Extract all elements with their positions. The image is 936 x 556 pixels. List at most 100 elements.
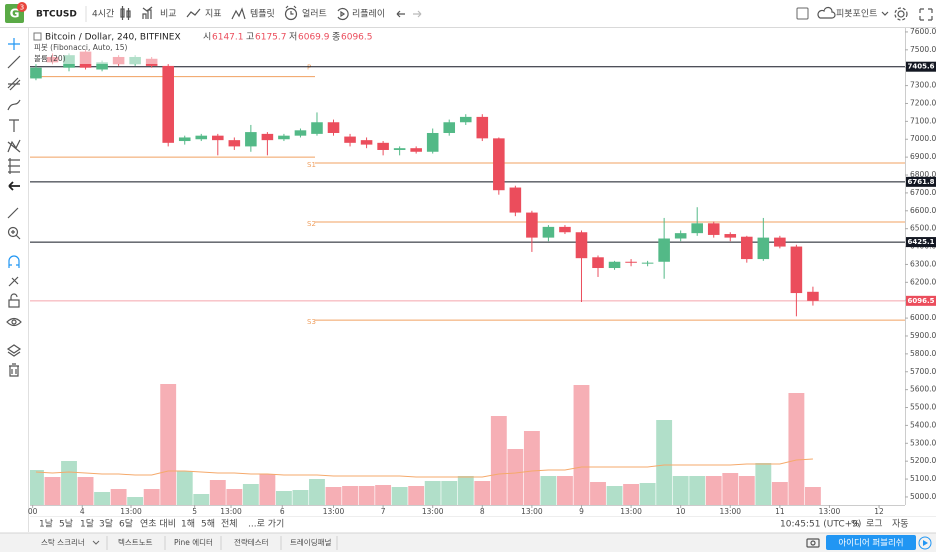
range-button[interactable]: 5날 bbox=[59, 519, 73, 530]
trendline-tool[interactable] bbox=[7, 55, 21, 69]
x-tick-label: 13:00 bbox=[819, 507, 841, 516]
y-tick-label: 7000.0 bbox=[910, 134, 936, 143]
volume-bar bbox=[309, 479, 325, 505]
publish-label: 아이디어 퍼블리쉬 bbox=[838, 538, 903, 549]
range-button[interactable]: 1달 bbox=[80, 518, 94, 530]
range-button[interactable]: 3달 bbox=[99, 518, 113, 530]
top-toolbar bbox=[0, 0, 936, 28]
volume-bar bbox=[771, 482, 788, 505]
auto-toggle[interactable]: 자동 bbox=[892, 519, 909, 530]
zoom-tool[interactable] bbox=[7, 226, 21, 240]
text-tool[interactable] bbox=[9, 119, 19, 132]
ohlc-legend: 시 6147.1 고 6175.7 저 6069.9 종 6096.5 bbox=[203, 32, 373, 43]
panel-tab[interactable]: 스탁 스크리너 bbox=[41, 537, 85, 547]
volume-bar bbox=[804, 487, 821, 505]
cloud-icon[interactable] bbox=[817, 6, 836, 19]
back-tool[interactable] bbox=[8, 181, 20, 191]
compare-icon[interactable] bbox=[142, 6, 153, 19]
alert-icon[interactable] bbox=[284, 5, 298, 21]
price-badge-label: 6425.1 bbox=[907, 238, 934, 246]
fullscreen[interactable] bbox=[919, 8, 933, 21]
interval[interactable]: 4시간 bbox=[92, 9, 114, 20]
collapse-toggle[interactable] bbox=[33, 32, 42, 41]
templates[interactable]: 템플릿 bbox=[250, 8, 275, 20]
badge-count: 3 bbox=[20, 4, 24, 12]
layout-checkbox[interactable] bbox=[796, 7, 809, 20]
lock-tool[interactable] bbox=[8, 293, 20, 308]
candle-body bbox=[509, 187, 522, 213]
pitchfork-tool[interactable] bbox=[7, 77, 21, 91]
candle-body bbox=[757, 237, 770, 260]
play-button[interactable] bbox=[918, 536, 932, 550]
redo[interactable] bbox=[413, 10, 422, 18]
volume-bar bbox=[540, 476, 557, 505]
pattern-tool[interactable] bbox=[7, 139, 21, 153]
replay-icon[interactable] bbox=[337, 7, 349, 21]
percent-toggle[interactable]: % bbox=[851, 520, 860, 530]
y-tick-label: 5700.0 bbox=[910, 367, 936, 376]
candle-body bbox=[459, 116, 472, 123]
volume-bar bbox=[573, 385, 590, 505]
undo[interactable] bbox=[396, 10, 405, 18]
pivot-label: S2 bbox=[307, 220, 316, 228]
indicators-icon[interactable] bbox=[186, 8, 201, 18]
goto-date[interactable]: ...로 가기 bbox=[248, 519, 284, 530]
stay-drawing-tool[interactable] bbox=[8, 276, 19, 287]
pivot-points[interactable]: 피봇포인트 bbox=[836, 9, 877, 20]
crosshair-tool[interactable] bbox=[8, 38, 20, 50]
range-button[interactable]: 5해 bbox=[201, 519, 215, 530]
candle-body bbox=[377, 142, 389, 150]
replay[interactable]: 리플레이 bbox=[352, 9, 385, 20]
brush-tool[interactable] bbox=[7, 99, 21, 111]
range-button[interactable]: 6달 bbox=[119, 518, 133, 530]
volume-bar bbox=[705, 476, 722, 505]
price-badge bbox=[906, 176, 936, 187]
alert[interactable]: 얼러트 bbox=[302, 9, 327, 20]
volume-bar bbox=[342, 486, 358, 505]
panel-tab[interactable]: Pine 에디터 bbox=[174, 538, 213, 547]
volume-bar bbox=[590, 482, 606, 505]
candle-body bbox=[542, 226, 555, 238]
ohlc-value: 6069.9 bbox=[298, 33, 330, 43]
tab-dropdown[interactable] bbox=[92, 540, 100, 545]
volume-bar bbox=[193, 494, 210, 505]
panel-tab[interactable]: 트레이딩패널 bbox=[290, 537, 331, 547]
magnet-tool[interactable] bbox=[8, 255, 20, 268]
visibility-tool[interactable] bbox=[6, 317, 22, 327]
log-toggle[interactable]: 로그 bbox=[866, 520, 883, 530]
indicators[interactable]: 지표 bbox=[205, 9, 222, 20]
candle-body bbox=[658, 238, 670, 262]
publish-button[interactable] bbox=[826, 535, 916, 550]
bottom-panel bbox=[0, 533, 936, 552]
panel-tab[interactable]: 전략테스터 bbox=[234, 537, 269, 547]
symbol[interactable]: BTCUSD bbox=[36, 10, 77, 20]
range-button[interactable]: 연초 대비 bbox=[140, 519, 176, 530]
snapshot[interactable] bbox=[806, 538, 820, 548]
compare[interactable]: 비교 bbox=[160, 9, 177, 20]
y-tick-label: 7100.0 bbox=[910, 116, 936, 125]
range-button[interactable]: 전체 bbox=[221, 519, 238, 530]
dropdown[interactable] bbox=[881, 11, 889, 16]
range-button[interactable]: 1날 bbox=[39, 519, 53, 530]
logo-letter: G bbox=[10, 7, 20, 21]
volume-bar bbox=[30, 470, 44, 505]
candle-body bbox=[674, 233, 687, 239]
fib-tool[interactable] bbox=[8, 158, 20, 174]
y-tick-label: 6500.0 bbox=[910, 224, 936, 233]
volume-bar bbox=[61, 461, 77, 505]
layers-tool[interactable] bbox=[6, 344, 22, 357]
candle-icon[interactable] bbox=[120, 6, 131, 20]
volume-bar bbox=[176, 471, 193, 505]
volume-bar bbox=[507, 449, 524, 505]
settings[interactable] bbox=[894, 7, 908, 21]
candle-body bbox=[608, 261, 621, 269]
candle-body bbox=[724, 234, 737, 238]
trash-tool[interactable] bbox=[9, 363, 19, 377]
ruler-tool[interactable] bbox=[7, 207, 19, 219]
panel-tab[interactable]: 텍스트노트 bbox=[118, 537, 153, 547]
range-button[interactable]: 1해 bbox=[181, 519, 195, 530]
candle-body bbox=[641, 262, 654, 264]
volume-bar bbox=[722, 473, 739, 505]
x-tick-label: 13:00 bbox=[120, 507, 142, 516]
templates-icon[interactable] bbox=[231, 7, 246, 20]
